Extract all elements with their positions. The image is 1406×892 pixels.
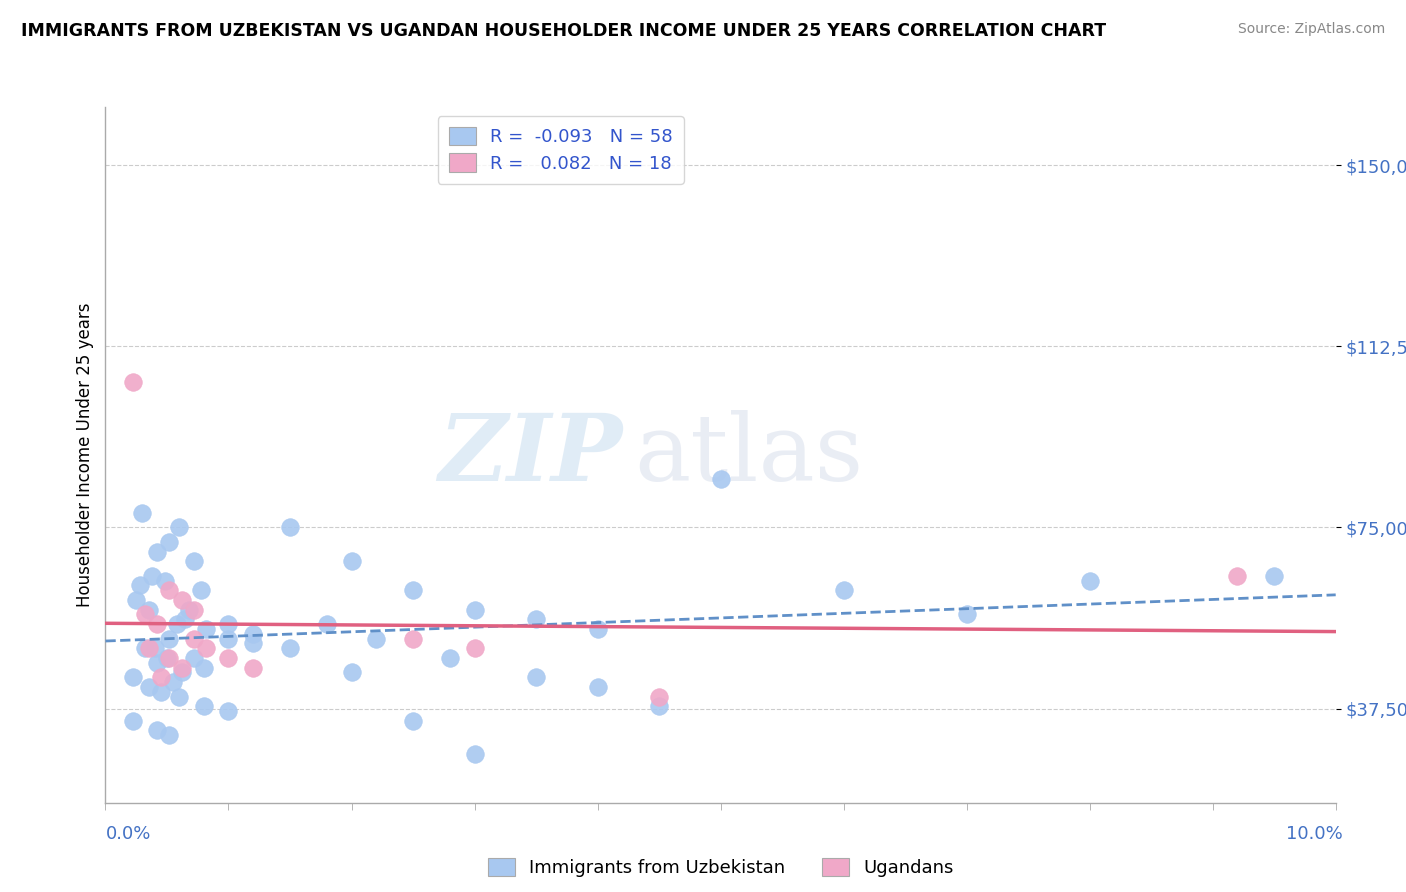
Point <box>138 602 160 616</box>
Point <box>146 656 169 670</box>
Point <box>159 651 180 665</box>
Point <box>169 690 191 704</box>
Point <box>159 583 180 598</box>
Text: Source: ZipAtlas.com: Source: ZipAtlas.com <box>1237 22 1385 37</box>
Point <box>402 632 425 646</box>
Point <box>278 641 301 656</box>
Point <box>340 554 363 568</box>
Point <box>193 699 215 714</box>
Point <box>146 723 169 738</box>
Point <box>159 728 180 742</box>
Point <box>316 617 339 632</box>
Point <box>170 660 193 674</box>
Point <box>134 607 156 622</box>
Point <box>218 704 240 718</box>
Point <box>242 660 264 674</box>
Point <box>174 612 197 626</box>
Point <box>121 670 143 684</box>
Point <box>159 632 180 646</box>
Point <box>146 617 169 632</box>
Legend: Immigrants from Uzbekistan, Ugandans: Immigrants from Uzbekistan, Ugandans <box>481 850 960 884</box>
Point <box>153 574 176 588</box>
Point <box>141 568 163 582</box>
Point <box>464 602 486 616</box>
Point <box>832 583 855 598</box>
Point <box>179 602 201 616</box>
Point <box>242 626 264 640</box>
Point <box>464 641 486 656</box>
Point <box>1226 568 1249 582</box>
Point <box>193 660 215 674</box>
Text: atlas: atlas <box>634 410 863 500</box>
Point <box>183 554 205 568</box>
Point <box>190 583 212 598</box>
Point <box>402 714 425 728</box>
Point <box>134 641 156 656</box>
Point <box>710 472 733 486</box>
Point <box>242 636 264 650</box>
Point <box>183 632 205 646</box>
Point <box>170 665 193 680</box>
Point <box>149 670 172 684</box>
Point <box>218 632 240 646</box>
Point <box>278 520 301 534</box>
Point <box>121 714 143 728</box>
Point <box>156 651 179 665</box>
Point <box>195 641 218 656</box>
Point <box>129 578 152 592</box>
Point <box>218 617 240 632</box>
Point <box>138 641 160 656</box>
Point <box>524 670 547 684</box>
Y-axis label: Householder Income Under 25 years: Householder Income Under 25 years <box>76 302 94 607</box>
Point <box>464 747 486 762</box>
Point <box>149 684 172 698</box>
Point <box>340 665 363 680</box>
Point <box>1263 568 1285 582</box>
Point <box>159 534 180 549</box>
Text: ZIP: ZIP <box>437 410 621 500</box>
Point <box>169 520 191 534</box>
Point <box>125 592 148 607</box>
Point <box>648 690 671 704</box>
Point <box>170 592 193 607</box>
Point <box>183 651 205 665</box>
Text: IMMIGRANTS FROM UZBEKISTAN VS UGANDAN HOUSEHOLDER INCOME UNDER 25 YEARS CORRELAT: IMMIGRANTS FROM UZBEKISTAN VS UGANDAN HO… <box>21 22 1107 40</box>
Text: 0.0%: 0.0% <box>105 825 150 843</box>
Point <box>143 641 166 656</box>
Point <box>146 544 169 558</box>
Point <box>162 675 184 690</box>
Point <box>131 506 153 520</box>
Point <box>648 699 671 714</box>
Point <box>138 680 160 694</box>
Point <box>366 632 388 646</box>
Point <box>402 583 425 598</box>
Point <box>195 622 218 636</box>
Point <box>586 622 609 636</box>
Point <box>218 651 240 665</box>
Point <box>586 680 609 694</box>
Point <box>524 612 547 626</box>
Text: 10.0%: 10.0% <box>1286 825 1343 843</box>
Point <box>439 651 461 665</box>
Point <box>956 607 979 622</box>
Point <box>166 617 188 632</box>
Point <box>1078 574 1101 588</box>
Point <box>183 602 205 616</box>
Point <box>121 376 143 390</box>
